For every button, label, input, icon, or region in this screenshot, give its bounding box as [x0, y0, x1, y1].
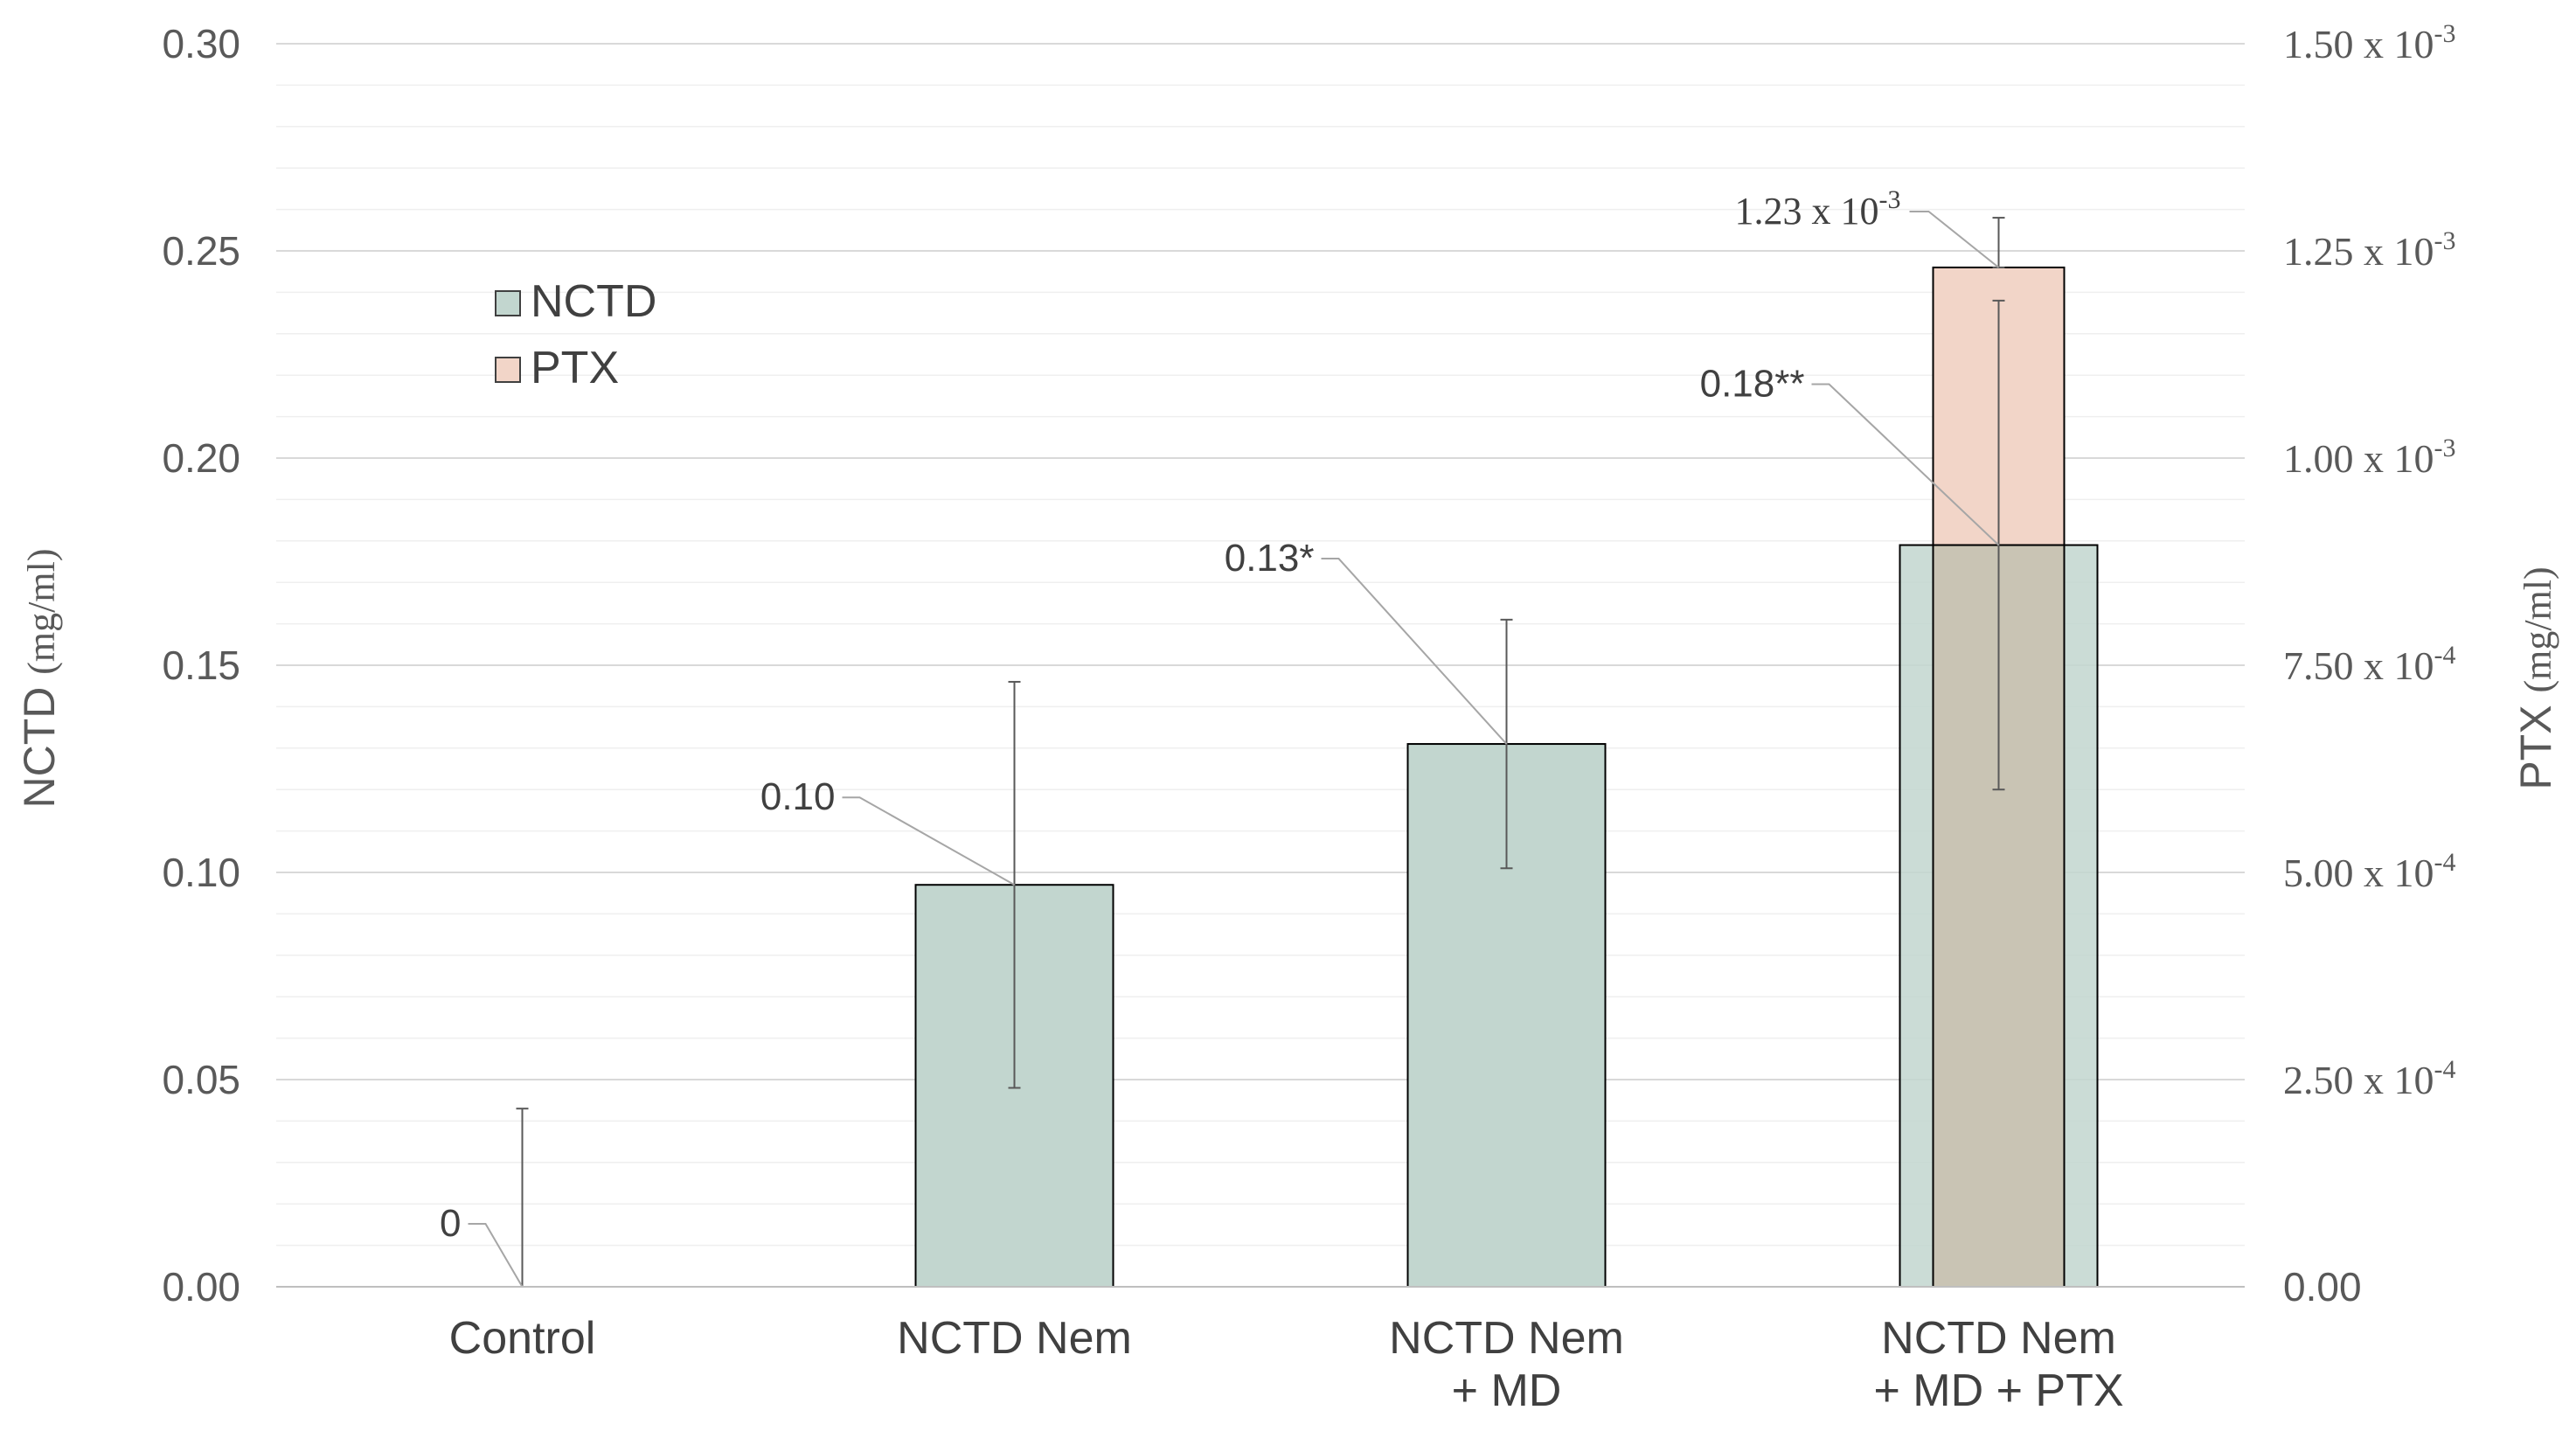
right-tick-label: 1.00 x 10-3	[2283, 434, 2456, 481]
left-tick-label: 0.15	[162, 643, 240, 688]
right-tick-label: 1.25 x 10-3	[2283, 226, 2456, 274]
category-label: NCTD Nem	[1389, 1313, 1624, 1364]
right-tick-label: 5.00 x 10-4	[2283, 848, 2456, 895]
left-tick-label: 0.25	[162, 228, 240, 274]
leader-line	[468, 1223, 524, 1288]
legend-swatch-nctd	[495, 290, 521, 316]
data-label-ptx: 1.23 x 10-3	[1735, 185, 1901, 233]
left-axis-title: NCTD (mg/ml)	[15, 549, 64, 809]
left-tick-label: 0.00	[162, 1264, 240, 1309]
left-tick-label: 0.05	[162, 1057, 240, 1102]
legend-label-ptx: PTX	[531, 343, 619, 393]
category-label: + MD	[1452, 1365, 1562, 1416]
legend: NCTD PTX	[495, 276, 656, 393]
data-label-nctd: 0.13*	[1225, 537, 1315, 580]
axes: 0.00 0.05 0.10 0.15 0.20 0.25 0.30 0.00 2.50 x 1…	[15, 19, 2560, 1416]
leader-line	[1811, 383, 2000, 546]
leader-line	[1909, 210, 2000, 268]
right-tick-label: 1.50 x 10-3	[2283, 19, 2456, 66]
left-tick-label: 0.10	[162, 850, 240, 895]
left-tick-label: 0.30	[162, 21, 240, 66]
leader-line	[1321, 558, 1508, 745]
leader-line	[842, 796, 1015, 886]
right-tick-label: 0.00	[2283, 1264, 2362, 1309]
data-label-nctd: 0	[440, 1202, 461, 1245]
category-label: + MD + PTX	[1873, 1365, 2123, 1416]
label-leaders	[468, 210, 2000, 1288]
category-label: Control	[449, 1313, 596, 1364]
right-tick-label: 2.50 x 10-4	[2283, 1055, 2456, 1102]
category-label: NCTD Nem	[1881, 1313, 2116, 1364]
data-label-nctd: 0.10	[760, 775, 836, 818]
left-tick-label: 0.20	[162, 435, 240, 481]
right-axis-title: PTX (mg/ml)	[2511, 566, 2560, 789]
legend-label-nctd: NCTD	[531, 276, 656, 327]
legend-swatch-ptx	[495, 357, 521, 383]
data-label-nctd: 0.18**	[1700, 363, 1805, 406]
right-tick-label: 7.50 x 10-4	[2283, 641, 2456, 688]
data-labels: 0 0.10 0.13* 0.18** 1.23 x 10-3	[440, 185, 1900, 1245]
category-label: NCTD Nem	[897, 1313, 1132, 1364]
